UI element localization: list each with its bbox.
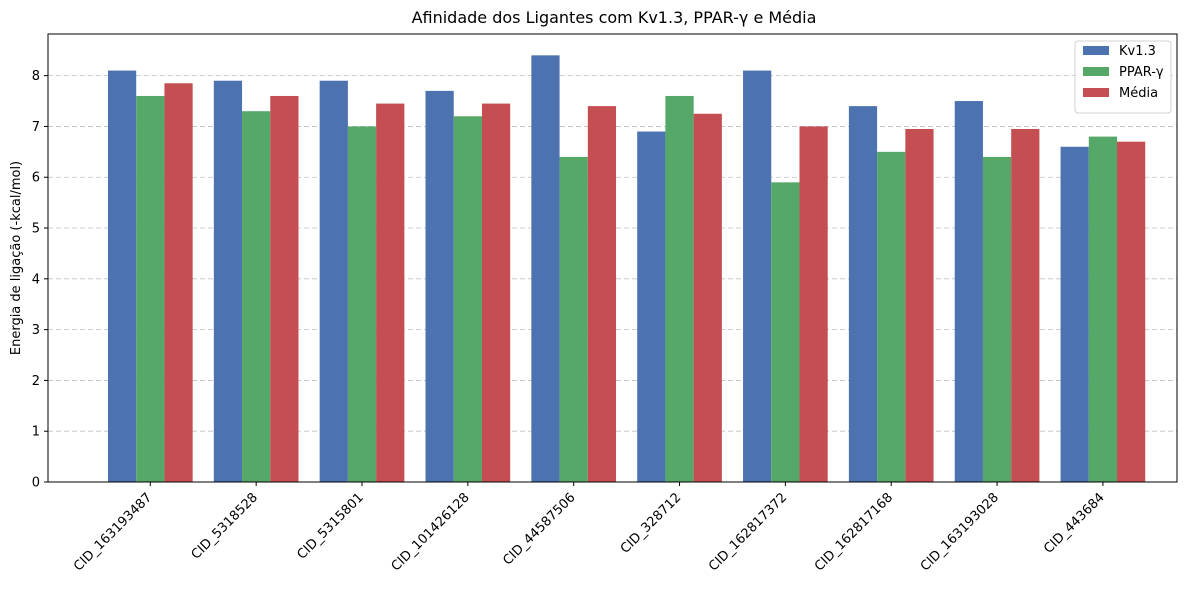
bar-ppar-cid_162817168	[877, 151, 906, 483]
bar-ppar-cid_162817372	[771, 182, 800, 483]
bar-ppar-cid_163193028	[982, 156, 1012, 482]
bar-mdia-cid_5315801	[376, 103, 405, 482]
bar-mdia-cid_101426128	[481, 103, 511, 482]
bar-mdia-cid_443684	[1117, 141, 1146, 482]
x-axis: CID_163193487 CID_5318528 CID_5315801 CID_1…	[71, 482, 1108, 574]
bar-mdia-cid_162817168	[905, 128, 934, 482]
x-tick-label: CID_101426128	[389, 490, 473, 574]
bar-kv13-cid_163193487	[107, 70, 137, 483]
y-axis: 0 1 2 3 4 5 6 7 8	[32, 69, 48, 491]
chart-title: Afinidade dos Ligantes com Kv1.3, PPAR-γ…	[412, 8, 817, 27]
bar-kv13-cid_443684	[1060, 146, 1089, 482]
bar-mdia-cid_163193487	[164, 83, 193, 483]
legend-swatch	[1083, 46, 1109, 55]
bar-kv13-cid_328712	[637, 131, 666, 482]
y-tick-label: 3	[32, 323, 40, 338]
bar-mdia-cid_44587506	[587, 106, 617, 482]
bar-mdia-cid_162817372	[799, 126, 828, 482]
bar-kv13-cid_101426128	[425, 90, 454, 482]
bar-ppar-cid_5315801	[347, 126, 377, 482]
bar-ppar-cid_328712	[665, 95, 694, 482]
y-tick-label: 2	[32, 374, 40, 389]
bar-kv13-cid_44587506	[531, 55, 560, 482]
legend-label: Kv1.3	[1119, 44, 1156, 59]
legend-label: Média	[1119, 86, 1158, 101]
y-tick-label: 4	[32, 272, 40, 287]
x-tick-label: CID_163193487	[71, 490, 155, 574]
x-tick-label: CID_443684	[1041, 490, 1108, 557]
bar-kv13-cid_162817372	[743, 70, 772, 483]
bar-ppar-cid_5318528	[242, 111, 271, 482]
y-tick-label: 8	[32, 69, 40, 84]
y-tick-label: 1	[32, 425, 40, 440]
legend-swatch	[1083, 67, 1109, 76]
x-tick-label: CID_5315801	[294, 490, 366, 562]
x-tick-label: CID_162817168	[812, 490, 896, 574]
bar-kv13-cid_163193028	[954, 101, 983, 483]
bar-mdia-cid_5318528	[270, 95, 299, 482]
bar-kv13-cid_162817168	[848, 106, 878, 482]
x-tick-label: CID_5318528	[189, 490, 261, 562]
bar-ppar-cid_44587506	[559, 156, 588, 482]
y-axis-title: Energia de ligação (-kcal/mol)	[9, 161, 24, 355]
bars	[107, 55, 1146, 483]
x-tick-label: CID_162817372	[706, 490, 790, 574]
legend: Kv1.3 PPAR-γ Média	[1074, 40, 1172, 114]
legend-label: PPAR-γ	[1119, 65, 1164, 80]
bar-ppar-cid_163193487	[136, 95, 165, 482]
y-tick-label: 5	[32, 222, 40, 237]
bar-kv13-cid_5318528	[213, 80, 243, 482]
plot-frame	[47, 33, 1178, 483]
y-tick-label: 7	[32, 120, 40, 135]
bar-mdia-cid_328712	[693, 113, 722, 482]
bar-ppar-cid_443684	[1088, 136, 1118, 482]
x-tick-label: CID_44587506	[500, 490, 578, 568]
y-tick-label: 0	[32, 476, 40, 491]
x-tick-label: CID_328712	[618, 490, 685, 557]
legend-swatch	[1083, 88, 1109, 97]
x-tick-label: CID_163193028	[918, 490, 1002, 574]
y-tick-label: 6	[32, 171, 40, 186]
bar-ppar-cid_101426128	[453, 116, 482, 483]
bar-kv13-cid_5315801	[319, 80, 348, 482]
bar-mdia-cid_163193028	[1011, 128, 1040, 482]
